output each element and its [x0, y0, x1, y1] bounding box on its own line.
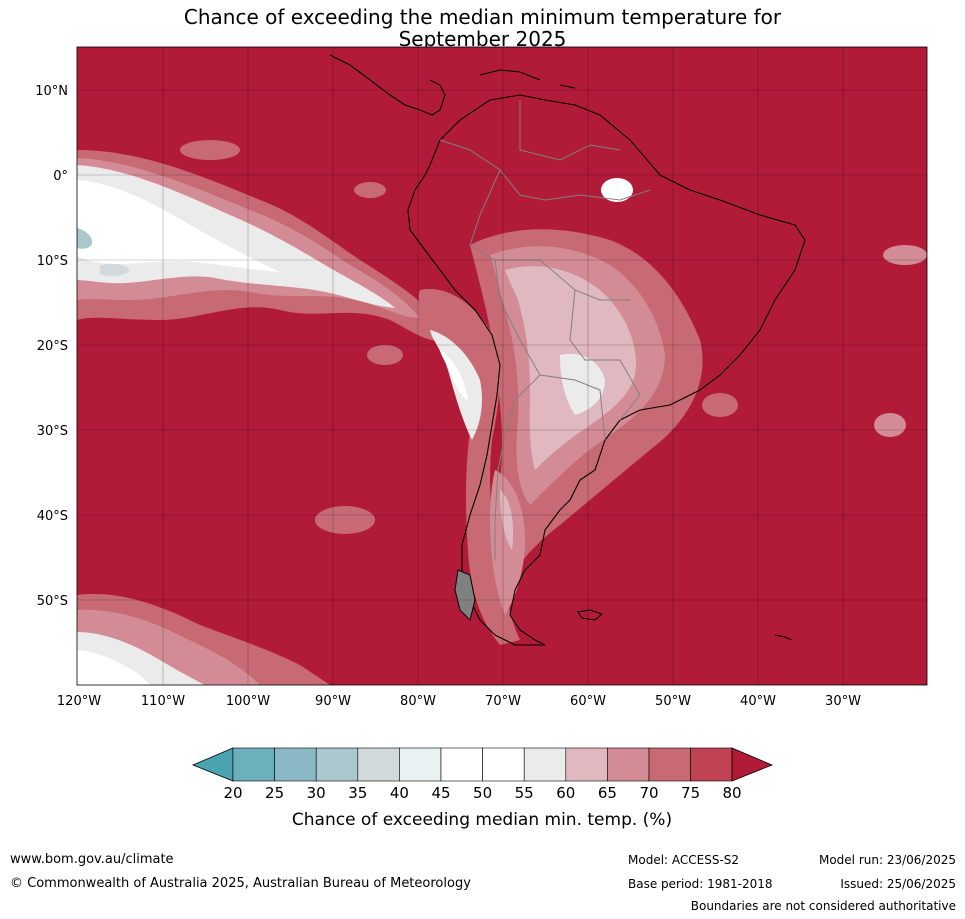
lon-label-90w: 90°W — [315, 694, 351, 709]
lat-label-10s: 10°S — [37, 254, 68, 269]
colorbar-tick-55: 55 — [515, 784, 534, 802]
patch-south-atlantic — [874, 413, 906, 437]
graticule — [77, 47, 927, 685]
colorbar-bin-20-25 — [232, 747, 275, 782]
lat-label-0: 0° — [53, 169, 68, 184]
latitude-labels: 10°N 0° 10°S 20°S 30°S 40°S 50°S — [35, 84, 68, 609]
map-title-line-2: September 2025 — [398, 27, 567, 51]
model-run-date: Model run: 23/06/2025 — [818, 853, 956, 867]
andes-band-core — [440, 350, 468, 400]
map-frame — [76, 46, 928, 686]
colorbar-bin-60-65 — [565, 747, 608, 782]
probability-field — [77, 54, 927, 685]
lon-label-70w: 70°W — [485, 694, 521, 709]
lon-label-40w: 40°W — [740, 694, 776, 709]
patch-pacific-north — [180, 140, 240, 160]
colorbar-bin-55-60 — [523, 747, 567, 782]
colorbar-bin-45-50 — [440, 747, 483, 782]
colorbar-tick-80: 80 — [722, 784, 741, 802]
colorbar-tick-75: 75 — [681, 784, 700, 802]
lon-label-110w: 110°W — [141, 694, 185, 709]
colorbar-bin-65-70 — [607, 747, 650, 782]
issued-date: Issued: 25/06/2025 — [840, 877, 956, 891]
lon-label-120w: 120°W — [57, 694, 101, 709]
lat-label-10n: 10°N — [35, 84, 68, 99]
pacific-cool-spot-1 — [77, 228, 92, 249]
lat-label-40s: 40°S — [37, 509, 68, 524]
lon-label-80w: 80°W — [400, 694, 436, 709]
colorbar-tick-35: 35 — [348, 784, 367, 802]
colorbar-bin-70-75 — [648, 747, 691, 782]
south-pacific-core — [77, 650, 150, 685]
patch-pacific-small — [354, 182, 386, 198]
colorbar-high-arrow — [731, 747, 774, 782]
pacific-band-core — [77, 180, 280, 272]
pacific-cool-spot-2 — [100, 263, 130, 277]
colorbar-tick-70: 70 — [639, 784, 658, 802]
colorbar-tick-65: 65 — [598, 784, 617, 802]
colorbar-bin-35-40 — [357, 747, 400, 782]
patch-pacific-mid — [315, 506, 375, 534]
map-title-line-1: Chance of exceeding the median minimum t… — [183, 5, 782, 29]
patagonia-inner — [500, 490, 514, 550]
colorbar-low-arrow — [191, 747, 234, 782]
copyright-notice: © Commonwealth of Australia 2025, Austra… — [10, 876, 471, 891]
colorbar-tick-60: 60 — [556, 784, 575, 802]
lon-label-60w: 60°W — [570, 694, 606, 709]
colorbar-bin-50-55 — [482, 747, 525, 782]
patagonia-islands — [454, 569, 476, 621]
colorbar-bin-75-80 — [690, 747, 733, 782]
south-america-coastline — [407, 94, 806, 646]
lat-label-50s: 50°S — [37, 594, 68, 609]
patch-pacific-east — [367, 345, 403, 365]
lat-label-30s: 30°S — [37, 424, 68, 439]
lat-label-20s: 20°S — [37, 339, 68, 354]
country-borders — [439, 100, 651, 560]
lon-label-100w: 100°W — [226, 694, 270, 709]
base-period: Base period: 1981-2018 — [628, 877, 773, 891]
boundaries-disclaimer: Boundaries are not considered authoritat… — [690, 899, 956, 913]
colorbar-tick-40: 40 — [390, 784, 409, 802]
patagonia-outer — [490, 470, 525, 615]
website-link[interactable]: www.bom.gov.au/climate — [10, 852, 174, 867]
colorbar-tick-45: 45 — [431, 784, 450, 802]
south-america-core — [560, 353, 605, 415]
colorbar-bin-25-30 — [274, 747, 317, 782]
caribbean-coastline — [479, 69, 576, 89]
central-america-coastline — [329, 54, 446, 116]
falklands — [577, 609, 603, 621]
patch-guianas — [601, 178, 633, 202]
colorbar: 20 25 30 35 40 45 50 55 60 65 70 75 80 C… — [191, 747, 774, 830]
colorbar-tick-50: 50 — [473, 784, 492, 802]
south-georgia — [774, 634, 793, 641]
colorbar-label: Chance of exceeding median min. temp. (%… — [292, 810, 672, 830]
colorbar-tick-30: 30 — [307, 784, 326, 802]
colorbar-tick-20: 20 — [223, 784, 242, 802]
longitude-labels: 120°W 110°W 100°W 90°W 80°W 70°W 60°W 50… — [57, 694, 861, 709]
pacific-band-inner — [77, 165, 395, 308]
colorbar-tick-25: 25 — [265, 784, 284, 802]
lon-label-50w: 50°W — [655, 694, 691, 709]
colorbar-bin-40-45 — [399, 747, 442, 782]
lon-label-30w: 30°W — [825, 694, 861, 709]
patch-brazil-coast — [702, 393, 738, 417]
patch-east-atlantic — [883, 245, 927, 265]
colorbar-bin-30-35 — [315, 747, 359, 782]
model-name: Model: ACCESS-S2 — [628, 853, 740, 867]
